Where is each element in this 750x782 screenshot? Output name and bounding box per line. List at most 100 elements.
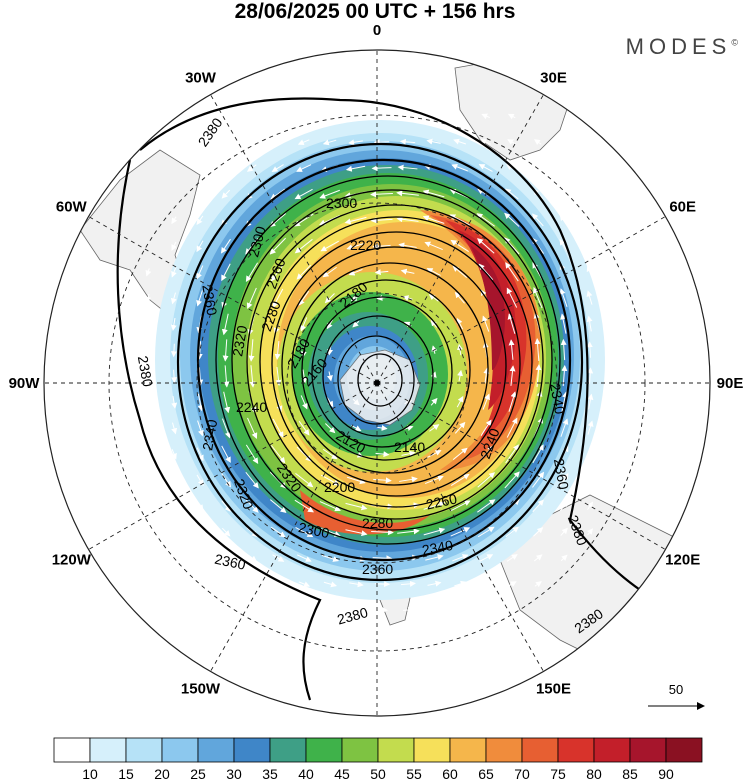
wind-vector-207 <box>247 417 258 439</box>
wind-vector-28 <box>246 164 257 172</box>
wind-vector-32 <box>345 165 366 172</box>
contour-label-2240-a: 2240 <box>236 399 267 415</box>
shade-80 <box>445 220 527 440</box>
wind-vector-250 <box>373 477 392 484</box>
wind-vector-41 <box>196 190 204 199</box>
wind-vector-144 <box>507 313 516 334</box>
wind-vector-39 <box>533 164 543 172</box>
wind-vector-251 <box>399 476 418 483</box>
wind-vector-196 <box>482 393 490 410</box>
wind-vector-118 <box>324 293 335 304</box>
wind-vector-326 <box>455 607 466 614</box>
wind-vector-194 <box>430 397 438 406</box>
meridian-label-0: 0 <box>373 22 381 39</box>
wind-vector-70 <box>504 212 520 227</box>
wind-vector-96 <box>245 262 259 283</box>
wind-vector-210 <box>325 423 336 434</box>
wind-vector-293 <box>222 554 230 562</box>
wind-vector-256 <box>532 471 545 488</box>
wind-vector-215 <box>454 421 466 434</box>
wind-vector-305 <box>533 554 543 562</box>
wind-vector-24 <box>480 139 492 145</box>
colorbar-label-25: 25 <box>190 766 206 782</box>
contour-label-2360-a: 2360 <box>199 283 220 317</box>
wind-vector-26 <box>534 139 542 146</box>
wind-vector-110 <box>613 266 619 277</box>
wind-vector-209 <box>298 420 310 436</box>
wind-vector-68 <box>449 214 470 226</box>
meridian-label-180: 180 <box>364 728 389 730</box>
colorbar-label-50: 50 <box>370 766 386 782</box>
wind-vector-280 <box>270 526 286 538</box>
wind-vector-170 <box>223 365 230 388</box>
wind-vector-321 <box>325 606 336 613</box>
wind-vector-27 <box>222 164 230 172</box>
wind-vector-130 <box>639 293 646 302</box>
colorbar-swatch-16 <box>629 737 667 763</box>
colorbar-swatch-5 <box>233 737 271 763</box>
wind-vector-254 <box>477 472 496 488</box>
wind-vector-99 <box>322 266 337 278</box>
colorbar-label-70: 70 <box>514 766 530 782</box>
wind-vector-56 <box>586 190 594 198</box>
wind-vector-45 <box>294 188 313 200</box>
wind-vector-30 <box>296 164 312 172</box>
contour-label-2340-c: 2340 <box>421 537 455 558</box>
wind-vector-313 <box>400 580 416 587</box>
wind-vector-310 <box>323 581 338 588</box>
colorbar-swatch-11 <box>449 737 487 763</box>
wind-vector-105 <box>478 263 494 281</box>
wind-vector-182 <box>613 369 620 382</box>
contour-2220 <box>281 246 507 486</box>
wind-vector-286 <box>423 527 446 536</box>
map-disc <box>44 50 710 716</box>
wind-vector-16 <box>272 139 283 145</box>
wind-vector-219 <box>560 418 569 437</box>
wind-vector-290 <box>533 527 544 537</box>
height-contours <box>116 97 701 701</box>
wind-vector-97 <box>270 263 285 282</box>
contour-2300 <box>231 189 553 531</box>
contour-label-2360-b: 2360 <box>213 551 247 573</box>
wind-vector-117 <box>298 290 310 306</box>
brand-logo: MODES© <box>626 34 738 60</box>
wind-vector-113 <box>196 290 203 307</box>
wind-vector-291 <box>560 527 568 536</box>
wind-vector-220 <box>587 420 594 435</box>
colorbar-label-55: 55 <box>406 766 422 782</box>
wind-vector-17 <box>297 139 310 146</box>
contour-2340 <box>196 158 572 562</box>
colorbar-swatch-6 <box>269 737 307 763</box>
wind-vector-98 <box>296 264 312 280</box>
wind-vector-331 <box>430 633 439 640</box>
colorbar-swatch-10 <box>413 737 451 763</box>
wind-vector-308 <box>273 581 284 587</box>
colorbar-label-45: 45 <box>334 766 350 782</box>
colorbar-label-65: 65 <box>478 766 494 782</box>
contour-label-2360-d: 2360 <box>551 457 572 491</box>
wind-vector-146 <box>560 313 567 334</box>
contour-2140 <box>322 315 434 437</box>
wind-vector-325 <box>429 607 440 613</box>
wind-vector-25 <box>507 139 517 145</box>
wind-vector-315 <box>454 580 467 587</box>
wind-vector-234 <box>427 450 442 458</box>
contour-label-2320-b: 2320 <box>229 324 250 358</box>
wind-vector-1 <box>351 86 360 93</box>
meridian-label-60w: 60W <box>56 199 88 216</box>
wind-vector-195 <box>456 395 464 408</box>
wind-vector-66 <box>396 216 419 223</box>
wind-vector-212 <box>377 424 388 431</box>
wind-vector-327 <box>482 607 491 614</box>
meridian-labels: 0 30E 60E 90E 120E 150E 180 150W 120W 90W 60W 30W <box>9 22 744 730</box>
wind-vector-87 <box>504 237 520 255</box>
wind-vector-46 <box>319 189 340 199</box>
wind-vector-139 <box>352 320 360 328</box>
wind-vector-226 <box>221 445 231 464</box>
contour-label-2300-a: 2300 <box>326 195 357 211</box>
wind-vector-267 <box>345 502 368 511</box>
wind-vector-95 <box>221 263 231 282</box>
wind-vector-260 <box>170 502 177 511</box>
wind-vector-301 <box>425 554 444 561</box>
wind-vector-37 <box>478 164 493 172</box>
